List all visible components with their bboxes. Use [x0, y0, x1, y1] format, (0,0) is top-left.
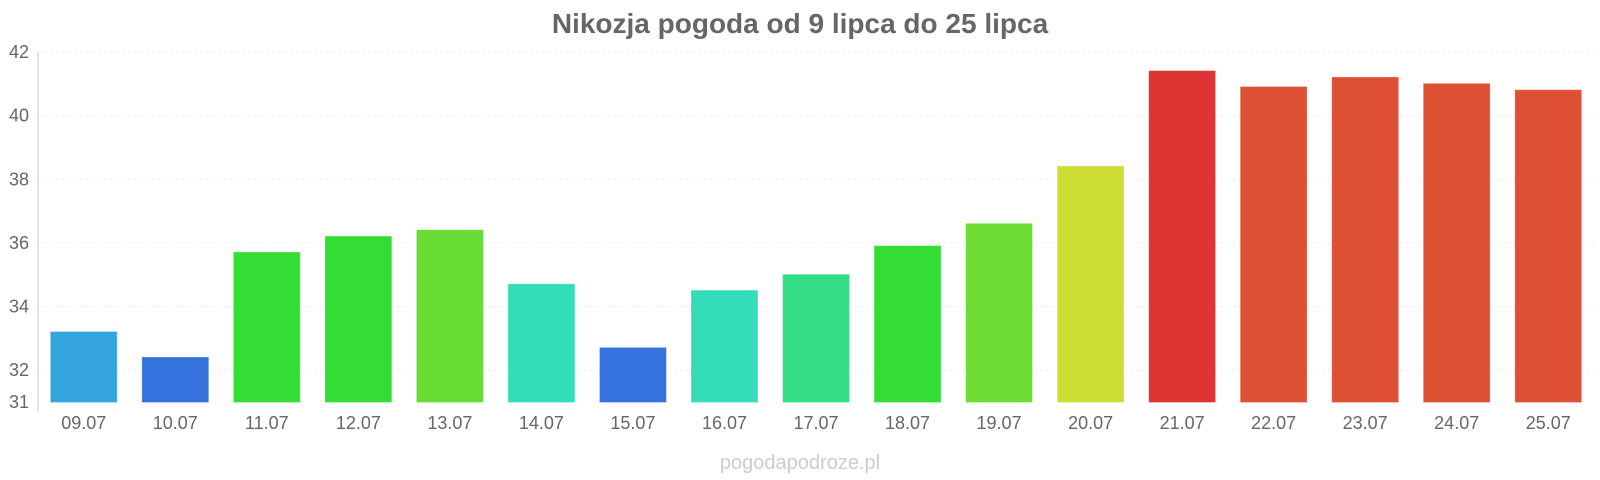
x-tick-label: 09.07	[61, 413, 106, 433]
x-tick-label: 15.07	[610, 413, 655, 433]
bar-11.07[interactable]	[233, 251, 301, 403]
x-tick-label: 23.07	[1343, 413, 1388, 433]
bar-09.07[interactable]	[50, 331, 118, 403]
x-axis-labels: 09.07 10.07 11.07 12.07 13.07 14.07 15.07 16.07…	[61, 413, 1571, 433]
bar-25.07[interactable]	[1514, 89, 1582, 403]
x-tick-label: 24.07	[1434, 413, 1479, 433]
bar-13.07[interactable]	[416, 229, 484, 403]
bar-10.07[interactable]	[141, 356, 209, 403]
y-tick-label: 31	[9, 392, 29, 412]
x-tick-label: 21.07	[1160, 413, 1205, 433]
bars	[50, 70, 1582, 403]
bar-21.07[interactable]	[1148, 70, 1216, 403]
bar-19.07[interactable]	[965, 223, 1033, 403]
y-axis: 31 32 34 36 38 40 42	[9, 42, 39, 412]
bar-22.07[interactable]	[1240, 86, 1308, 403]
x-tick-label: 25.07	[1526, 413, 1571, 433]
bar-20.07[interactable]	[1057, 166, 1125, 403]
x-tick-label: 14.07	[519, 413, 564, 433]
bar-23.07[interactable]	[1331, 76, 1399, 403]
bar-15.07[interactable]	[599, 347, 667, 403]
chart-title: Nikozja pogoda od 9 lipca do 25 lipca	[551, 8, 1049, 39]
x-tick-label: 22.07	[1251, 413, 1296, 433]
y-tick-label: 34	[9, 297, 29, 317]
x-tick-label: 10.07	[153, 413, 198, 433]
y-tick-label: 40	[9, 106, 29, 126]
y-tick-label: 32	[9, 360, 29, 380]
x-tick-label: 16.07	[702, 413, 747, 433]
bar-14.07[interactable]	[507, 283, 575, 403]
bar-24.07[interactable]	[1423, 83, 1491, 403]
watermark: pogodapodroze.pl	[719, 452, 881, 474]
x-tick-label: 11.07	[245, 413, 289, 433]
bar-12.07[interactable]	[324, 236, 392, 403]
y-tick-label: 36	[9, 233, 29, 253]
bar-16.07[interactable]	[691, 290, 758, 403]
x-tick-label: 18.07	[885, 413, 930, 433]
bar-18.07[interactable]	[874, 245, 941, 403]
x-tick-label: 17.07	[793, 413, 838, 433]
y-tick-label: 42	[9, 42, 29, 62]
bar-17.07[interactable]	[782, 274, 850, 403]
x-tick-label: 12.07	[336, 413, 381, 433]
x-tick-label: 13.07	[427, 413, 472, 433]
y-tick-label: 38	[9, 169, 29, 189]
x-tick-label: 20.07	[1068, 413, 1113, 433]
x-tick-label: 19.07	[977, 413, 1022, 433]
